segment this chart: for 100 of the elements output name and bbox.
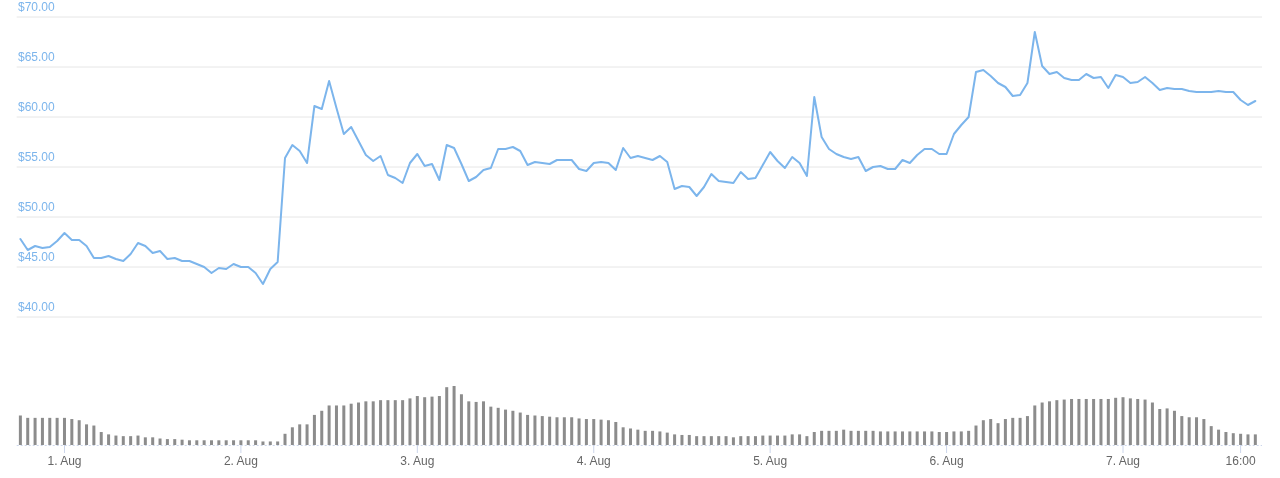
bar — [55, 417, 59, 445]
bar — [768, 435, 772, 445]
bar — [1180, 416, 1184, 445]
bar — [878, 431, 882, 445]
bar — [85, 424, 89, 445]
bar — [533, 415, 537, 445]
x-tick-label: 16:00 — [1225, 454, 1256, 468]
bar — [1114, 397, 1118, 445]
bar — [570, 417, 574, 445]
bar — [900, 431, 904, 445]
bar — [246, 440, 250, 445]
bar — [151, 437, 155, 445]
y-tick-label: $40.00 — [18, 300, 56, 314]
bar — [849, 430, 853, 445]
bar — [1158, 409, 1162, 445]
bar — [312, 414, 316, 445]
bar — [687, 434, 691, 445]
bar — [746, 436, 750, 445]
bar — [158, 438, 162, 445]
bar — [121, 436, 125, 445]
bar — [18, 415, 22, 445]
bar — [371, 401, 375, 445]
bar — [540, 416, 544, 445]
bar — [651, 430, 655, 445]
x-tick-label: 3. Aug — [400, 454, 435, 468]
bar — [1224, 432, 1228, 445]
bar — [173, 439, 177, 445]
bar — [805, 436, 809, 445]
bar — [526, 414, 530, 445]
bar — [77, 420, 81, 445]
bar — [143, 437, 147, 445]
bar — [62, 417, 66, 445]
bar — [489, 406, 493, 445]
bar — [393, 400, 397, 445]
bar — [599, 419, 603, 445]
bar — [415, 396, 419, 445]
bar — [1209, 426, 1213, 445]
y-tick-label: $60.00 — [18, 100, 56, 114]
bar — [577, 418, 581, 445]
x-tick-label: 1. Aug — [47, 454, 82, 468]
bar — [856, 430, 860, 445]
bar — [621, 427, 625, 445]
bar — [967, 430, 971, 445]
bar — [504, 409, 508, 445]
bar — [496, 407, 500, 445]
bar — [1040, 402, 1044, 445]
bar — [562, 417, 566, 445]
bar — [379, 400, 383, 445]
bar — [783, 435, 787, 445]
bar — [1246, 434, 1250, 445]
bar — [739, 436, 743, 445]
bar — [1172, 410, 1176, 445]
bar — [871, 430, 875, 445]
bar — [261, 441, 265, 445]
bar — [959, 431, 963, 445]
bar — [930, 431, 934, 445]
bar — [680, 434, 684, 445]
bar — [893, 431, 897, 445]
bar — [518, 412, 522, 445]
bar — [327, 405, 331, 445]
bar — [1150, 402, 1154, 445]
bar — [401, 400, 405, 445]
bar — [239, 440, 243, 445]
bar — [305, 424, 309, 445]
y-tick-label: $45.00 — [18, 250, 56, 264]
bar — [511, 410, 515, 445]
bar — [298, 424, 302, 445]
x-tick-label: 7. Aug — [1105, 454, 1141, 468]
bar — [1195, 417, 1199, 445]
bar — [48, 417, 52, 445]
bar — [224, 440, 228, 445]
bar — [996, 423, 1000, 445]
bar — [555, 417, 559, 445]
bar — [408, 398, 412, 445]
bar — [1099, 398, 1103, 445]
y-tick-label: $55.00 — [18, 150, 56, 164]
bar — [1231, 433, 1235, 445]
bar — [1143, 399, 1147, 445]
bar — [1062, 399, 1066, 445]
bar — [702, 436, 706, 445]
bar — [136, 435, 140, 445]
x-tick-label: 2. Aug — [223, 454, 258, 468]
bar — [26, 417, 30, 445]
bar — [290, 427, 294, 445]
bar — [584, 419, 588, 445]
bar — [643, 430, 647, 445]
bar — [1121, 397, 1125, 445]
bar — [827, 430, 831, 445]
bar — [1011, 417, 1015, 445]
bar — [1025, 416, 1029, 445]
bar — [1165, 408, 1169, 445]
bar — [842, 429, 846, 445]
bar — [798, 434, 802, 445]
bar — [276, 441, 280, 445]
bar — [731, 437, 735, 445]
bar — [1084, 398, 1088, 445]
bar — [636, 429, 640, 445]
bar — [989, 419, 993, 445]
y-tick-label: $65.00 — [18, 50, 56, 64]
bar — [812, 432, 816, 445]
